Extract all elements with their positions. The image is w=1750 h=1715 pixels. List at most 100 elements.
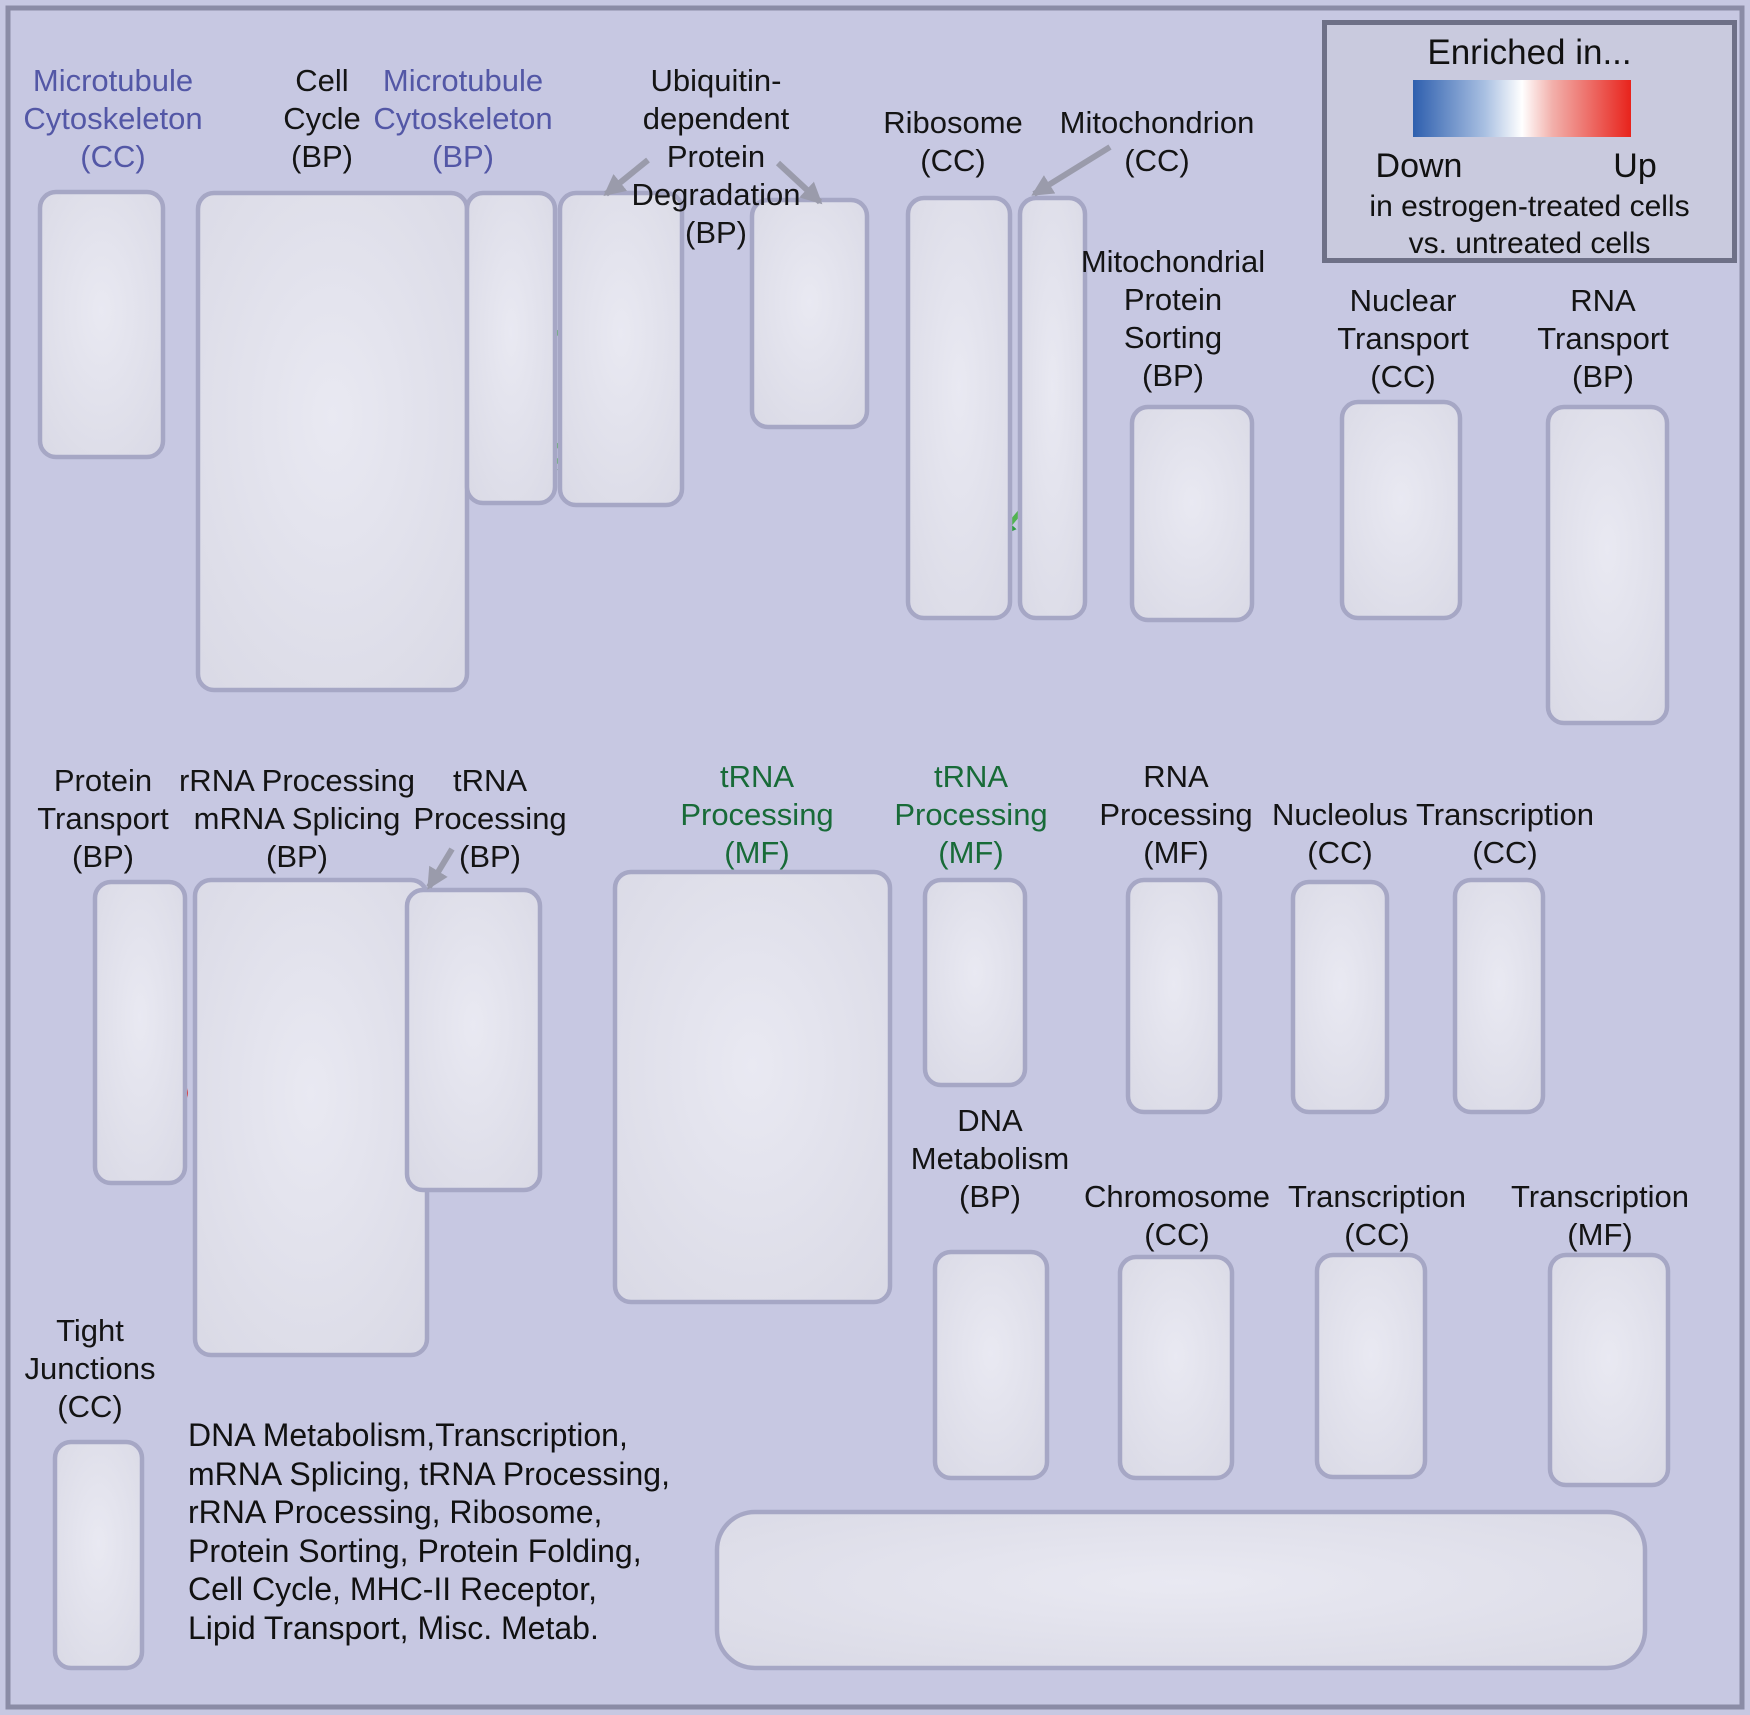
cluster-label-line: Transcription (1287, 1179, 1467, 1214)
cluster-box-mitochondrion (1017, 195, 1088, 621)
cluster-label-line: Processing (894, 797, 1048, 832)
cluster-label-line: (BP) (458, 839, 521, 874)
cluster-box-microtubule_bp (464, 190, 558, 506)
figure-frame (5, 5, 1745, 1710)
cluster-label-line: Protein (666, 139, 766, 174)
cluster-label-line: Processing (1099, 797, 1253, 832)
cluster-label-transcription_cc3: Transcription (CC) (1288, 1178, 1466, 1254)
cluster-label-line: (MF) (938, 835, 1004, 870)
cluster-label-line: Transcription (1415, 797, 1595, 832)
cluster-label-line: (BP) (432, 139, 494, 174)
misc-line: mRNA Splicing, tRNA Processing, (188, 1455, 670, 1492)
cluster-label-line: Microtubule (32, 63, 194, 98)
cluster-label-line: (MF) (1143, 835, 1209, 870)
cluster-label-dna_metabolism: DNA Metabolism (BP) (911, 1102, 1070, 1216)
cluster-label-line: (CC) (57, 1389, 123, 1424)
cluster-box-cell_cycle (195, 190, 470, 693)
cluster-label-line: (CC) (1370, 359, 1436, 394)
cluster-label-line: Transport (37, 801, 169, 836)
cluster-label-nuclear_transport: Nuclear Transport (CC) (1337, 282, 1469, 396)
cluster-box-trna_mf_b (922, 877, 1028, 1088)
cluster-label-cell_cycle: Cell Cycle (BP) (283, 62, 361, 176)
legend-box: Enriched in... Down Up in estrogen-treat… (1322, 20, 1737, 263)
misc-line: DNA Metabolism,Transcription, (188, 1417, 628, 1453)
legend-down-label: Down (1375, 147, 1463, 185)
cluster-label-line: (BP) (685, 215, 747, 250)
cluster-label-line: Protein (53, 763, 153, 798)
legend-subtitle-line2: vs. untreated cells (1408, 227, 1651, 260)
cluster-label-nucleolus: Nucleolus (CC) (1272, 796, 1408, 872)
misc-category-text: DNA Metabolism,Transcription, mRNA Splic… (188, 1416, 670, 1648)
cluster-label-line: tRNA (933, 759, 1009, 794)
cluster-label-line: Transport (1337, 321, 1469, 356)
cluster-box-dna_metabolism (932, 1249, 1050, 1481)
cluster-label-line: rRNA Processing (178, 763, 416, 798)
cluster-label-line: (MF) (724, 835, 790, 870)
cluster-box-microtubule_cc (37, 189, 166, 460)
cluster-label-mitochondrion: Mitochondrion (CC) (1060, 104, 1255, 180)
cluster-label-ubiquitin_a: Ubiquitin-dependent Protein Degradation (BP… (632, 62, 801, 252)
cluster-label-line: Transcription (1510, 1179, 1690, 1214)
cluster-label-line: tRNA (719, 759, 795, 794)
cluster-label-trna_bp: tRNA Processing (BP) (413, 762, 566, 876)
cluster-label-line: (CC) (920, 143, 986, 178)
cluster-label-line: Transport (1537, 321, 1669, 356)
cluster-box-protein_transport (92, 879, 188, 1186)
cluster-label-transcription_cc2: Transcription (CC) (1416, 796, 1594, 872)
cluster-label-rna_processing: RNA Processing (MF) (1099, 758, 1252, 872)
cluster-box-trna_mf_a (612, 869, 893, 1305)
cluster-label-line: (MF) (1567, 1217, 1633, 1252)
cluster-label-trna_mf_b: tRNA Processing (MF) (894, 758, 1047, 872)
cluster-label-line: (BP) (71, 839, 134, 874)
cluster-label-trna_mf_a: tRNA Processing (MF) (680, 758, 833, 872)
cluster-label-tight_junctions: Tight Junctions (CC) (25, 1312, 156, 1426)
cluster-box-nucleolus (1290, 879, 1390, 1115)
misc-line: Lipid Transport, Misc. Metab. (188, 1609, 599, 1646)
legend-subtitle-line1: in estrogen-treated cells (1369, 190, 1690, 223)
legend-up-label: Up (1613, 147, 1657, 185)
cluster-box-trna_bp (404, 887, 543, 1193)
cluster-label-protein_transport: Protein Transport (BP) (37, 762, 169, 876)
cluster-label-line: Ubiquitin- (650, 63, 782, 98)
cluster-label-line: (BP) (1142, 358, 1204, 393)
cluster-label-line: Cytoskeleton (373, 101, 553, 136)
cluster-label-line: DNA (957, 1103, 1023, 1138)
label-pointer-arrow (775, 160, 823, 205)
cluster-label-line: (CC) (1344, 1217, 1410, 1252)
cluster-box-chromosome (1117, 1254, 1235, 1481)
cluster-label-transcription_mf: Transcription (MF) (1511, 1178, 1689, 1254)
cluster-label-line: Cycle (283, 101, 361, 136)
cluster-label-line: (BP) (959, 1179, 1021, 1214)
cluster-label-line: Ribosome (883, 105, 1023, 140)
cluster-box-rrna_mrna (192, 877, 430, 1358)
cluster-label-line: Nuclear (1349, 283, 1457, 318)
label-pointer-arrow (1031, 144, 1112, 197)
cluster-label-line: Mitochondrion (1059, 105, 1255, 140)
misc-line: rRNA Processing, Ribosome, (188, 1494, 603, 1531)
cluster-label-microtubule_cc: Microtubule Cytoskeleton (CC) (23, 62, 202, 176)
cluster-box-rna_transport (1545, 404, 1670, 726)
cluster-label-rrna_mrna: rRNA Processing mRNA Splicing (BP) (179, 762, 415, 876)
cluster-label-line: (CC) (80, 139, 146, 174)
cluster-label-line: Metabolism (910, 1141, 1070, 1176)
cluster-label-line: (BP) (290, 139, 353, 174)
cluster-label-line: Mitochondrial (1080, 244, 1266, 279)
cluster-label-line: (CC) (1144, 1217, 1210, 1252)
label-pointer-arrow (603, 157, 650, 197)
cluster-label-line: (CC) (1472, 835, 1538, 870)
cluster-label-line: Chromosome (1083, 1179, 1271, 1214)
cluster-label-line: RNA (1143, 759, 1209, 794)
cluster-label-line: Processing (680, 797, 834, 832)
cluster-label-line: Cell (295, 63, 349, 98)
cluster-label-line: Processing (413, 801, 567, 836)
cluster-box-mito_sorting (1129, 404, 1255, 623)
cluster-label-line: Protein (1123, 282, 1223, 317)
cluster-label-chromosome: Chromosome (CC) (1084, 1178, 1270, 1254)
cluster-box-misc-panel (714, 1509, 1648, 1671)
cluster-label-line: Junctions (24, 1351, 156, 1386)
cluster-label-line: dependent (642, 101, 790, 136)
cluster-label-line: RNA (1570, 283, 1636, 318)
cluster-box-tight_junctions (52, 1439, 145, 1671)
